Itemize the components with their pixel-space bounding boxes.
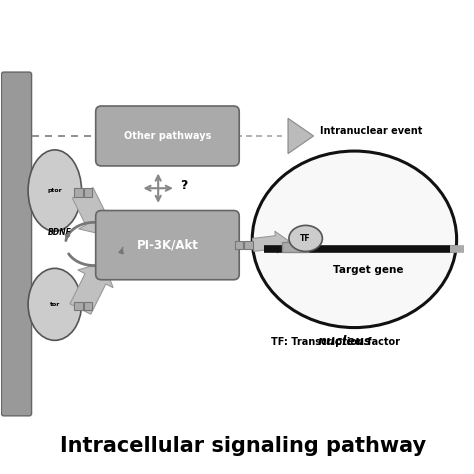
Text: ?: ? — [115, 236, 123, 249]
Polygon shape — [252, 231, 289, 253]
Ellipse shape — [28, 150, 82, 231]
FancyBboxPatch shape — [244, 241, 253, 249]
Polygon shape — [288, 118, 314, 154]
Polygon shape — [70, 263, 113, 314]
Text: ?: ? — [181, 179, 188, 192]
Text: PI-3K/Akt: PI-3K/Akt — [137, 238, 199, 252]
Text: nucleus: nucleus — [318, 335, 372, 348]
FancyBboxPatch shape — [74, 188, 82, 197]
Text: TF: Transcription factor: TF: Transcription factor — [271, 337, 401, 346]
Ellipse shape — [28, 268, 82, 340]
FancyBboxPatch shape — [96, 210, 239, 280]
Text: Target gene: Target gene — [333, 264, 404, 274]
FancyBboxPatch shape — [235, 241, 244, 249]
FancyBboxPatch shape — [83, 188, 92, 197]
FancyBboxPatch shape — [283, 242, 308, 252]
FancyBboxPatch shape — [1, 72, 32, 416]
FancyBboxPatch shape — [96, 106, 239, 166]
Text: BDNF: BDNF — [47, 228, 72, 237]
Ellipse shape — [289, 225, 322, 251]
Text: Intracellular signaling pathway: Intracellular signaling pathway — [60, 436, 426, 456]
Text: tor: tor — [50, 302, 60, 307]
FancyBboxPatch shape — [74, 302, 82, 310]
Text: ptor: ptor — [47, 188, 62, 193]
Text: TF: TF — [301, 234, 311, 243]
FancyBboxPatch shape — [83, 302, 92, 310]
Polygon shape — [73, 188, 114, 235]
Ellipse shape — [252, 151, 456, 328]
Text: Other pathways: Other pathways — [124, 131, 211, 141]
Text: Intranuclear event: Intranuclear event — [319, 126, 422, 137]
